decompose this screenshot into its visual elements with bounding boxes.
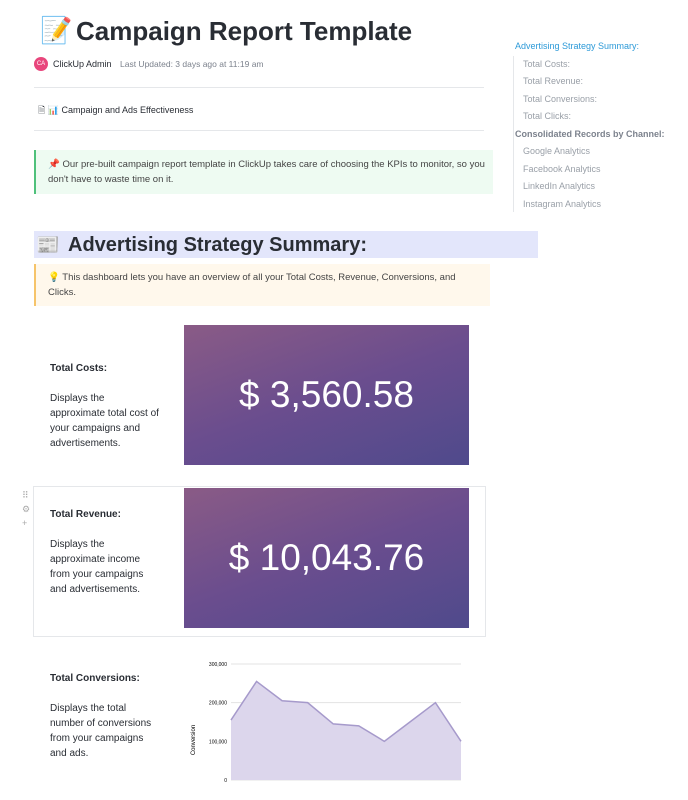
avatar: CA (34, 57, 48, 71)
callout-text: Our pre-built campaign report template i… (48, 159, 485, 185)
card-description: Displays the approximate total cost of y… (50, 393, 159, 449)
value-image: $ 3,560.58 (184, 325, 469, 465)
toc-item[interactable]: Consolidated Records by Channel: (515, 128, 665, 139)
area (231, 681, 461, 780)
y-tick-label: 300,000 (209, 662, 227, 668)
toc-item[interactable]: Total Conversions: (523, 93, 598, 104)
author[interactable]: ClickUp Admin (53, 59, 112, 69)
line (230, 680, 462, 743)
callout: 📌 Our pre-built campaign report template… (34, 150, 493, 194)
divider (34, 130, 484, 131)
updated: Last Updated: 3 days ago at 11:19 am (120, 59, 264, 69)
callout: 💡 This dashboard lets you have an overvi… (34, 264, 490, 306)
heading-bg (34, 231, 538, 258)
card-title: Total Costs: (50, 363, 108, 374)
page-link[interactable]: 🗎 📊 Campaign and Ads Effectiveness (38, 105, 194, 115)
title: Campaign Report Template (76, 16, 413, 46)
title-icon: 📝 (40, 15, 73, 45)
card-description: Displays the approximate income from you… (50, 539, 144, 595)
callout-text: This dashboard lets you have an overview… (48, 272, 456, 298)
divider (34, 87, 484, 88)
y-tick-label: 0 (224, 778, 227, 784)
page-link-text: Campaign and Ads Effectiveness (61, 105, 194, 115)
selected-block (33, 486, 486, 637)
card-description: Displays the total number of conversions… (50, 703, 152, 759)
toc-item[interactable]: Total Revenue: (523, 76, 584, 86)
y-tick-label: 200,000 (209, 701, 227, 707)
card-title: Total Conversions: (50, 673, 140, 684)
toc-item[interactable]: LinkedIn Analytics (523, 181, 596, 191)
toc-item[interactable]: Instagram Analytics (523, 198, 602, 209)
toc-rule (513, 56, 514, 212)
card-title: Total Revenue: (50, 509, 121, 520)
toc-item[interactable]: Facebook Analytics (523, 163, 601, 174)
y-tick-label: 100,000 (209, 739, 227, 745)
toc-item[interactable]: Advertising Strategy Summary: (515, 41, 640, 51)
toc-item[interactable]: Total Costs: (523, 58, 571, 69)
y-axis-label: Conversion (191, 725, 197, 755)
toc: Advertising Strategy Summary: Total Costs… (515, 38, 665, 213)
drag-handle[interactable]: ⠿ ⚙ + (22, 490, 31, 528)
heading: Advertising Strategy Summary: (68, 234, 367, 256)
chart: Conversion 0 100,000 200,000 300,000 (191, 662, 462, 784)
toc-item[interactable]: Total Clicks: (523, 111, 572, 121)
heading-icon: 📰 (36, 235, 60, 256)
value-image: $ 10,043.76 (184, 488, 469, 628)
toc-item[interactable]: Google Analytics (523, 146, 591, 156)
